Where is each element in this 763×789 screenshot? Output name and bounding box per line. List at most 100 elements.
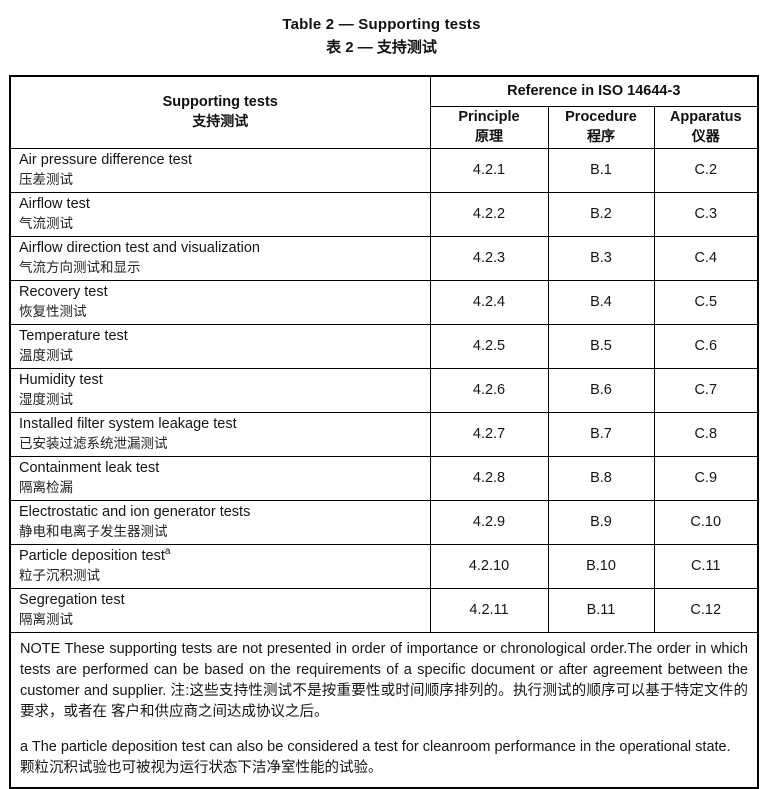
apparatus-ref: C.3	[653, 191, 759, 237]
test-name-cell: Temperature test 温度测试	[9, 323, 431, 369]
apparatus-ref: C.9	[653, 455, 759, 501]
note-cell: NOTE These supporting tests are not pres…	[9, 631, 759, 788]
header-procedure-zh: 程序	[587, 128, 615, 144]
table-row: Air pressure difference test 压差测试 4.2.1 …	[9, 147, 759, 193]
principle-ref: 4.2.9	[429, 499, 549, 545]
header-principle-en: Principle	[458, 109, 520, 125]
procedure-ref: B.4	[547, 279, 655, 325]
test-name-en: Particle deposition testa	[19, 545, 171, 564]
principle-ref: 4.2.10	[429, 543, 549, 589]
test-name-en: Containment leak test	[19, 459, 160, 476]
test-name-zh: 温度测试	[19, 347, 73, 363]
table-row: Airflow direction test and visualization…	[9, 235, 759, 281]
header-procedure-en: Procedure	[565, 109, 637, 125]
principle-ref: 4.2.5	[429, 323, 549, 369]
header-supporting-tests: Supporting tests 支持测试	[9, 75, 431, 149]
apparatus-ref: C.10	[653, 499, 759, 545]
header-apparatus-zh: 仪器	[691, 128, 720, 144]
header-principle: Principle 原理	[429, 105, 549, 149]
test-name-zh: 隔离检漏	[19, 479, 73, 495]
test-name-en: Installed filter system leakage test	[19, 415, 237, 432]
note-row: NOTE These supporting tests are not pres…	[9, 631, 759, 788]
test-name-zh: 已安装过滤系统泄漏测试	[19, 435, 168, 451]
principle-ref: 4.2.11	[429, 587, 549, 633]
test-name-zh: 恢复性测试	[19, 303, 87, 319]
test-name-zh: 气流方向测试和显示	[19, 259, 141, 275]
test-name-en: Temperature test	[19, 327, 128, 344]
header-apparatus: Apparatus 仪器	[653, 105, 759, 149]
principle-ref: 4.2.6	[429, 367, 549, 413]
principle-ref: 4.2.2	[429, 191, 549, 237]
header-row-group: Supporting tests 支持测试 Reference in ISO 1…	[9, 75, 759, 149]
table-row: Recovery test 恢复性测试 4.2.4 B.4 C.5	[9, 279, 759, 325]
test-name-cell: Air pressure difference test 压差测试	[9, 147, 431, 193]
test-name-en: Electrostatic and ion generator tests	[19, 503, 251, 520]
test-name-zh: 气流测试	[19, 215, 73, 231]
footnote-text-en: a The particle deposition test can also …	[20, 738, 731, 755]
header-principle-zh: 原理	[475, 128, 503, 144]
principle-ref: 4.2.4	[429, 279, 549, 325]
header-procedure: Procedure 程序	[547, 105, 655, 149]
apparatus-ref: C.8	[653, 411, 759, 457]
note-text: NOTE These supporting tests are not pres…	[20, 639, 748, 723]
header-apparatus-en: Apparatus	[669, 109, 742, 125]
table-row: Electrostatic and ion generator tests 静电…	[9, 499, 759, 545]
test-name-en: Humidity test	[19, 371, 103, 388]
test-name-zh: 压差测试	[19, 171, 73, 187]
apparatus-ref: C.7	[653, 367, 759, 413]
note-text-zh: 注:这些支持性测试不是按重要性或时间顺序排列的。执行测试的顺序可以基于特定文件的…	[20, 682, 748, 720]
test-name-zh: 粒子沉积测试	[19, 567, 100, 583]
table-row: Airflow test 气流测试 4.2.2 B.2 C.3	[9, 191, 759, 237]
header-row-subcolumns: Principle 原理 Procedure 程序 Apparatus 仪器	[10, 105, 759, 149]
header-reference-group: Reference in ISO 14644-3	[429, 75, 759, 107]
test-name-en: Segregation test	[19, 591, 125, 608]
test-name-cell: Particle deposition testa 粒子沉积测试	[9, 543, 431, 589]
test-name-en: Recovery test	[19, 283, 108, 300]
procedure-ref: B.9	[547, 499, 655, 545]
procedure-ref: B.7	[547, 411, 655, 457]
procedure-ref: B.6	[547, 367, 655, 413]
principle-ref: 4.2.3	[429, 235, 549, 281]
test-name-cell: Segregation test 隔离测试	[9, 587, 431, 633]
procedure-ref: B.10	[547, 543, 655, 589]
supporting-tests-table: Supporting tests 支持测试 Reference in ISO 1…	[9, 75, 759, 789]
apparatus-ref: C.5	[653, 279, 759, 325]
header-supporting-tests-zh: 支持测试	[192, 113, 249, 130]
procedure-ref: B.3	[547, 235, 655, 281]
note-text-en: NOTE These supporting tests are not pres…	[20, 640, 748, 699]
apparatus-ref: C.2	[653, 147, 759, 193]
test-name-cell: Electrostatic and ion generator tests 静电…	[9, 499, 431, 545]
table-row: Particle deposition testa 粒子沉积测试 4.2.10 …	[9, 543, 759, 589]
table-title-en: Table 2 — Supporting tests	[282, 16, 481, 33]
procedure-ref: B.5	[547, 323, 655, 369]
table-row: Containment leak test 隔离检漏 4.2.8 B.8 C.9	[9, 455, 759, 501]
test-name-en: Air pressure difference test	[19, 151, 193, 168]
test-name-cell: Containment leak test 隔离检漏	[9, 455, 431, 501]
test-name-zh: 静电和电离子发生器测试	[19, 523, 168, 539]
procedure-ref: B.8	[547, 455, 655, 501]
header-supporting-tests-en: Supporting tests	[162, 94, 278, 111]
test-name-cell: Recovery test 恢复性测试	[9, 279, 431, 325]
footnote-text: a The particle deposition test can also …	[20, 737, 748, 779]
test-name-zh: 湿度测试	[19, 391, 73, 407]
table-title-zh: 表 2 — 支持测试	[326, 39, 437, 56]
test-name-cell: Installed filter system leakage test 已安装…	[9, 411, 431, 457]
procedure-ref: B.11	[547, 587, 655, 633]
test-name-en: Airflow direction test and visualization	[19, 239, 260, 256]
table-row: Humidity test 湿度测试 4.2.6 B.6 C.7	[9, 367, 759, 413]
test-name-zh: 隔离测试	[19, 611, 73, 627]
footnote-text-zh: 颗粒沉积试验也可被视为运行状态下洁净室性能的试验。	[20, 759, 383, 776]
apparatus-ref: C.6	[653, 323, 759, 369]
table-row: Installed filter system leakage test 已安装…	[9, 411, 759, 457]
procedure-ref: B.2	[547, 191, 655, 237]
test-name-en: Airflow test	[19, 195, 90, 212]
footnote-marker: a	[164, 545, 171, 557]
apparatus-ref: C.11	[653, 543, 759, 589]
table-row: Temperature test 温度测试 4.2.5 B.5 C.6	[9, 323, 759, 369]
test-name-cell: Humidity test 湿度测试	[9, 367, 431, 413]
test-name-cell: Airflow direction test and visualization…	[9, 235, 431, 281]
apparatus-ref: C.4	[653, 235, 759, 281]
principle-ref: 4.2.1	[429, 147, 549, 193]
test-name-cell: Airflow test 气流测试	[9, 191, 431, 237]
